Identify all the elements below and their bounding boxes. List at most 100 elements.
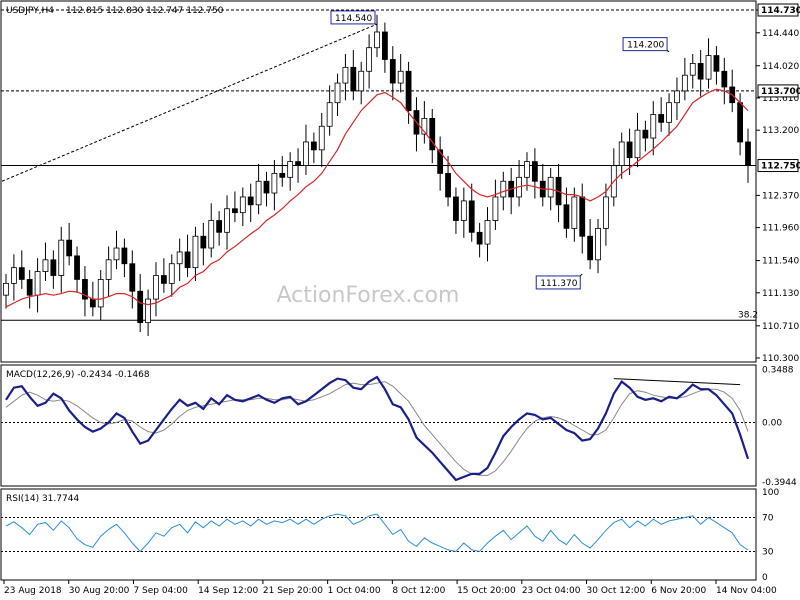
price-tick-label: 111.130: [762, 289, 799, 299]
candle-body: [445, 172, 451, 198]
candle-body: [137, 290, 144, 324]
macd-divergence-line: [613, 378, 741, 386]
candle-body: [287, 161, 294, 178]
watermark: ActionForex.com: [277, 283, 460, 308]
x-tick-label: 14 Sep 12:00: [198, 586, 258, 596]
x-tick-label: 30 Aug 20:00: [69, 586, 130, 596]
price-tick-label: 114.020: [762, 62, 799, 72]
candle-body: [66, 239, 73, 257]
candle-body: [334, 82, 341, 104]
price-tick-label: 111.960: [762, 224, 799, 234]
candle-body: [366, 47, 373, 72]
candle-body: [571, 196, 578, 229]
x-tick-label: 21 Sep 20:00: [263, 586, 323, 596]
price-tick-label: 110.300: [762, 354, 799, 364]
candle-body: [484, 220, 491, 245]
candle-body: [326, 102, 333, 127]
price-tick-label: 110.710: [762, 322, 799, 332]
candle-body: [50, 259, 57, 276]
candle-body: [626, 141, 633, 159]
candle-body: [74, 255, 80, 280]
x-tick-label: 30 Oct 12:00: [587, 586, 646, 596]
price-annotation-box: [535, 275, 581, 290]
annotation-leader: [666, 50, 670, 53]
candle-body: [476, 231, 483, 245]
candle-body: [397, 70, 404, 84]
candle-body: [105, 259, 112, 280]
candle-body: [500, 180, 507, 198]
candle-body: [524, 161, 530, 178]
candle-body: [721, 70, 728, 88]
price-annotation-box: [622, 37, 668, 52]
x-tick-label: 6 Nov 20:00: [651, 586, 706, 596]
candle-body: [168, 263, 175, 284]
candle-body: [89, 298, 96, 308]
candle-body: [705, 55, 712, 80]
price-annotation-label: 114.540: [335, 14, 372, 24]
candle-body: [658, 114, 665, 123]
price-level-label: 114.730: [761, 6, 800, 16]
candle-body: [713, 55, 720, 72]
macd-label: MACD(12,26,9) -0.2434 -0.1468: [6, 370, 150, 380]
rsi-tick-label: 30: [762, 548, 774, 558]
candle-body: [279, 172, 286, 178]
annotation-leader: [374, 23, 378, 26]
candle-body: [216, 220, 223, 233]
macd-line: [5, 375, 750, 482]
candle-body: [232, 208, 238, 214]
candle-body: [468, 200, 475, 233]
candle-body: [310, 141, 317, 151]
candle-body: [295, 161, 301, 166]
candle-body: [192, 235, 199, 269]
candle-body: [208, 220, 215, 249]
candle-body: [26, 279, 33, 296]
candle-body: [421, 118, 428, 135]
candle-body: [34, 271, 41, 296]
price-level-label: 113.700: [761, 87, 800, 97]
fib-level-label: 38.2: [738, 310, 758, 320]
candle-body: [129, 263, 136, 292]
candle-body: [342, 66, 349, 84]
x-tick-label: 1 Oct 04:00: [328, 586, 381, 596]
candle-body: [745, 141, 751, 166]
x-tick-label: 8 Oct 12:00: [392, 586, 445, 596]
candle-body: [579, 196, 586, 237]
candle-body: [697, 63, 704, 80]
candle-body: [255, 180, 262, 206]
rsi-tick-label: 0: [762, 573, 768, 583]
price-tick-label: 113.200: [762, 126, 799, 136]
candle-body: [18, 267, 25, 280]
candle-body: [650, 114, 657, 139]
macd-tick-label: -0.3944: [762, 478, 797, 488]
candle-body: [681, 74, 688, 92]
candle-body: [358, 70, 365, 92]
candle-body: [674, 90, 680, 104]
candle-body: [460, 200, 467, 221]
rsi-panel-frame: [0, 488, 757, 581]
candle-body: [642, 129, 649, 139]
candle-body: [453, 196, 459, 221]
candle-body: [200, 235, 207, 249]
candle-body: [271, 172, 278, 194]
candle-body: [184, 251, 191, 269]
candle-body: [437, 149, 444, 174]
rsi-line: [5, 513, 749, 553]
candle-body: [595, 227, 601, 261]
candle-body: [153, 275, 159, 300]
candle-body: [689, 63, 696, 76]
candle-body: [350, 66, 357, 92]
price-tick-label: 111.540: [762, 257, 799, 267]
candle-body: [634, 129, 641, 159]
price-level-box: [757, 84, 799, 98]
x-tick-label: 14 Nov 04:00: [716, 586, 777, 596]
candle-body: [10, 267, 17, 284]
candle-body: [666, 102, 672, 123]
price-panel-frame: [0, 0, 757, 363]
candle-body: [563, 204, 570, 229]
candle-body: [263, 180, 270, 194]
candle-body: [405, 70, 412, 111]
candle-body: [97, 279, 104, 308]
candle-body: [318, 125, 325, 151]
candle-body: [587, 235, 594, 261]
candle-body: [737, 102, 744, 143]
